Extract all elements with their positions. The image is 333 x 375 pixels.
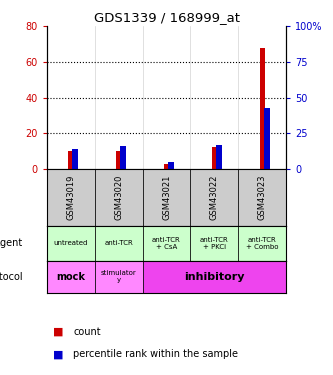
Bar bbox=[120, 146, 126, 169]
Bar bbox=[190, 226, 238, 261]
Text: GSM43019: GSM43019 bbox=[66, 175, 75, 220]
Text: inhibitory: inhibitory bbox=[184, 272, 245, 282]
Text: stimulator
y: stimulator y bbox=[101, 270, 137, 283]
Text: agent: agent bbox=[0, 238, 23, 248]
Text: anti-TCR
+ PKCi: anti-TCR + PKCi bbox=[200, 237, 229, 250]
Bar bbox=[72, 149, 78, 169]
Bar bbox=[116, 151, 122, 169]
Bar bbox=[238, 226, 286, 261]
Bar bbox=[216, 145, 222, 169]
Bar bbox=[211, 147, 217, 169]
Bar bbox=[190, 169, 238, 226]
Bar bbox=[143, 169, 190, 226]
Text: GSM43021: GSM43021 bbox=[162, 175, 171, 220]
Bar bbox=[164, 164, 169, 169]
Bar bbox=[95, 261, 143, 292]
Text: ■: ■ bbox=[53, 350, 64, 359]
Bar bbox=[264, 108, 270, 169]
Bar bbox=[143, 226, 190, 261]
Text: GSM43022: GSM43022 bbox=[210, 175, 219, 220]
Bar bbox=[168, 162, 174, 169]
Text: anti-TCR: anti-TCR bbox=[104, 240, 133, 246]
Text: count: count bbox=[73, 327, 101, 337]
Bar bbox=[259, 48, 265, 169]
Text: ■: ■ bbox=[53, 327, 64, 337]
Bar bbox=[95, 226, 143, 261]
Text: mock: mock bbox=[56, 272, 85, 282]
Bar bbox=[238, 169, 286, 226]
Bar bbox=[47, 169, 95, 226]
Text: protocol: protocol bbox=[0, 272, 23, 282]
Bar bbox=[143, 261, 286, 292]
Text: GSM43023: GSM43023 bbox=[258, 175, 267, 220]
Text: GSM43020: GSM43020 bbox=[114, 175, 123, 220]
Text: untreated: untreated bbox=[53, 240, 88, 246]
Bar bbox=[47, 261, 95, 292]
Bar bbox=[68, 151, 74, 169]
Text: anti-TCR
+ Combo: anti-TCR + Combo bbox=[246, 237, 279, 250]
Text: anti-TCR
+ CsA: anti-TCR + CsA bbox=[152, 237, 181, 250]
Bar bbox=[47, 226, 95, 261]
Bar bbox=[95, 169, 143, 226]
Text: percentile rank within the sample: percentile rank within the sample bbox=[73, 350, 238, 359]
Title: GDS1339 / 168999_at: GDS1339 / 168999_at bbox=[94, 11, 239, 24]
